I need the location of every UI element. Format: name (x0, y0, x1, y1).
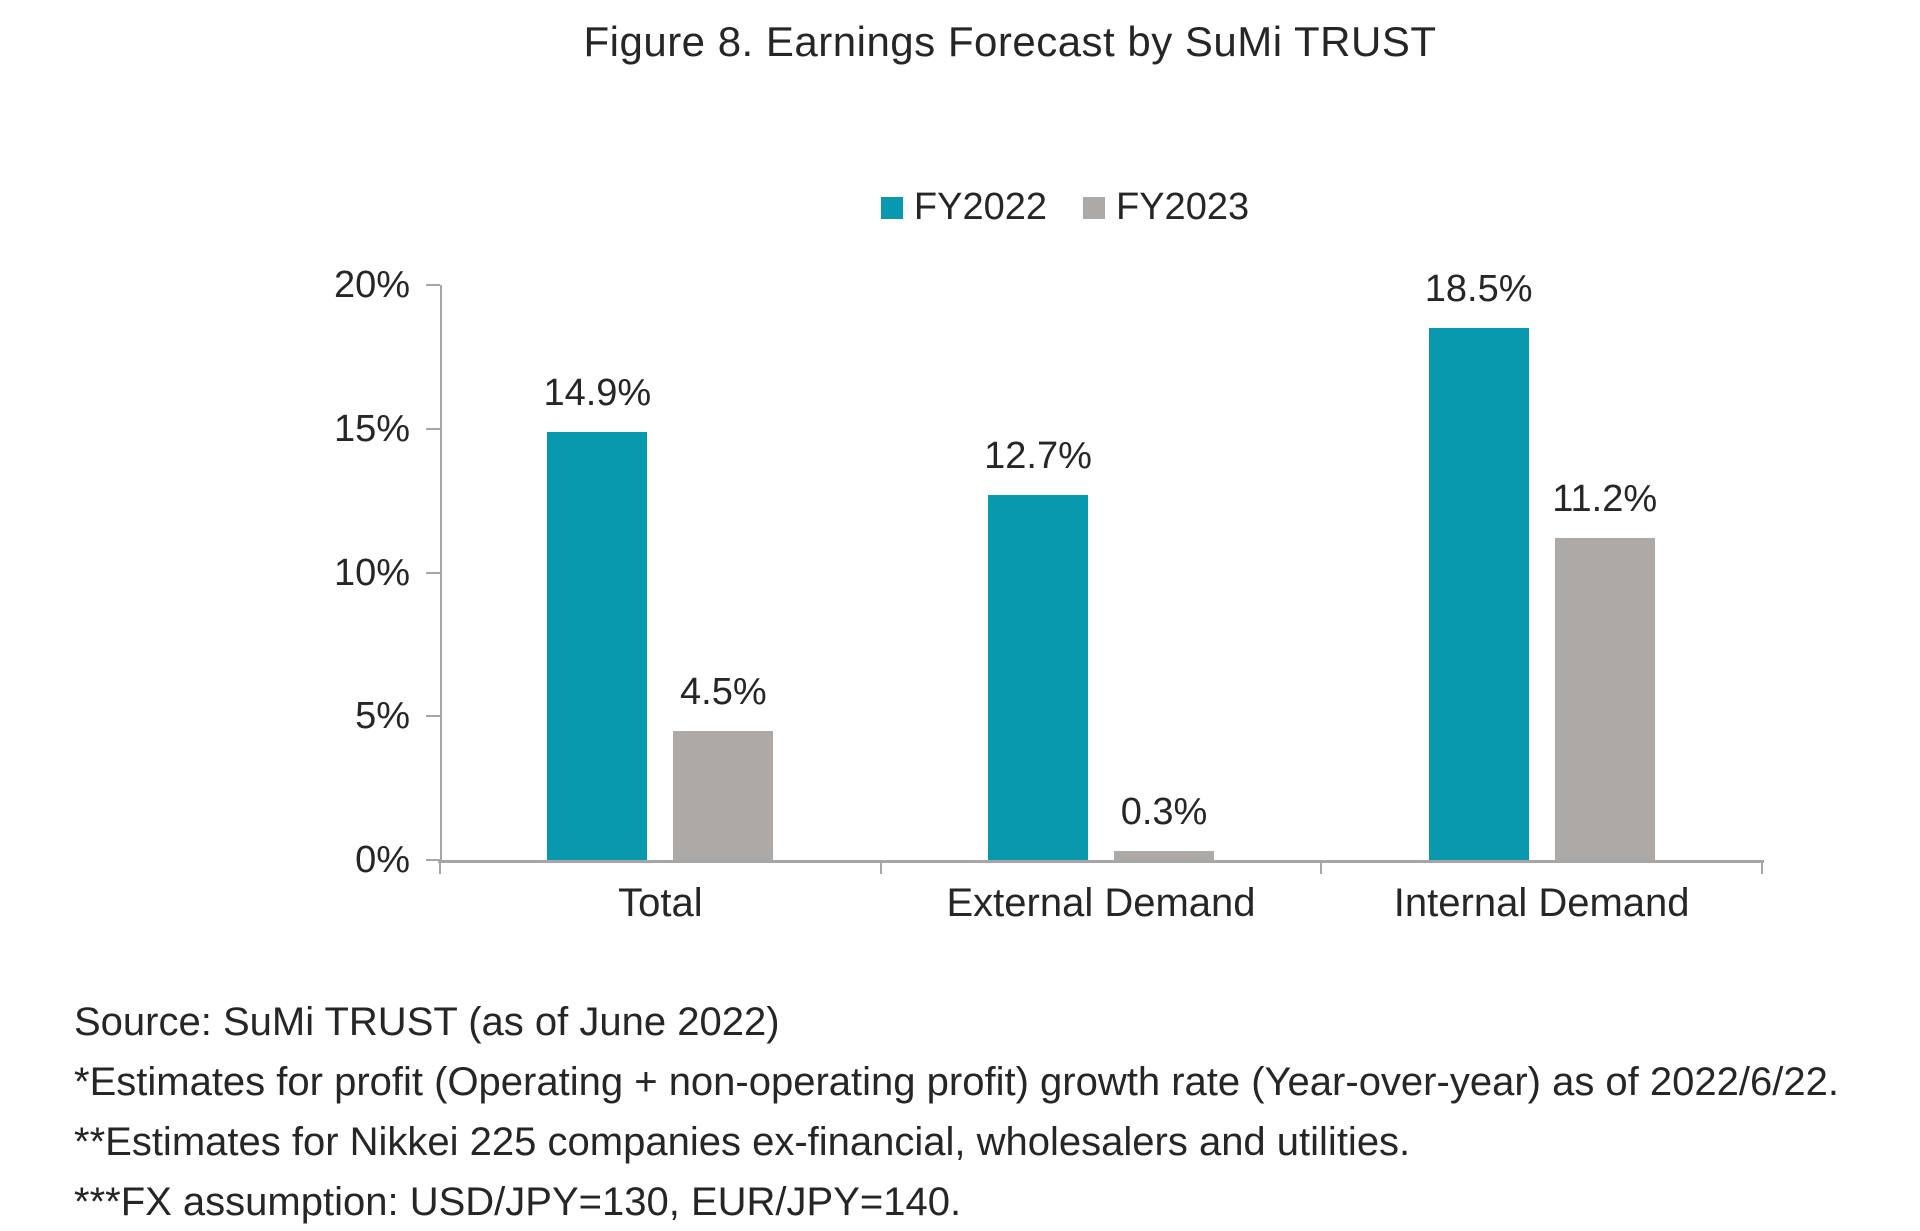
y-axis-label-5-: 5% (355, 695, 410, 738)
chart-title: Figure 8. Earnings Forecast by SuMi TRUS… (583, 18, 1437, 65)
x-axis-label-internal-demand: Internal Demand (1393, 881, 1690, 925)
y-tick-10- (426, 571, 440, 574)
y-tick-5- (426, 715, 440, 718)
x-tick-2 (1320, 860, 1323, 874)
bar-fy2023-external-demand (1114, 851, 1214, 860)
x-tick-3 (1761, 860, 1763, 874)
bar-fy2023-total (673, 730, 774, 860)
footnote-3: ***FX assumption: USD/JPY=130, EUR/JPY=1… (74, 1180, 962, 1224)
x-axis-label-external-demand: External Demand (946, 881, 1256, 925)
legend: FY2022 FY2023 (210, 186, 1920, 229)
y-axis-label-10-: 10% (333, 551, 410, 594)
value-label-fy2023-internal-demand: 11.2% (1552, 478, 1658, 520)
y-axis-label-20-: 20% (333, 264, 410, 306)
y-axis-line (440, 285, 442, 860)
x-tick-0 (439, 860, 441, 874)
value-label-fy2022-total: 14.9% (543, 371, 652, 414)
footnote-2: **Estimates for Nikkei 225 companies ex-… (74, 1120, 1411, 1164)
source-note: Source: SuMi TRUST (as of June 2022) (74, 1000, 780, 1044)
y-tick-0- (426, 859, 440, 861)
legend-item-fy2023: FY2023 (1083, 186, 1249, 229)
plot-area: 0% 5% 10% 15% 20% Total External Demand Interna… (334, 266, 1764, 924)
value-label-fy2023-external-demand: 0.3% (1120, 791, 1208, 834)
legend-label-fy2022: FY2022 (913, 186, 1047, 228)
y-tick-20- (426, 284, 440, 286)
bar-fy2022-internal-demand (1428, 328, 1529, 860)
bar-fy2022-total (547, 431, 648, 860)
x-axis-label-total: Total (618, 881, 703, 925)
footnote-1: *Estimates for profit (Operating + non-o… (74, 1060, 1839, 1104)
bar-fy2023-internal-demand (1554, 538, 1655, 860)
footnotes: Source: SuMi TRUST (as of June 2022) *Es… (74, 992, 1904, 1231)
legend-label-fy2023: FY2023 (1116, 186, 1250, 228)
value-label-fy2022-external-demand: 12.7% (984, 434, 1092, 477)
x-axis-line (438, 860, 1764, 863)
legend-swatch-fy2023-icon (1083, 196, 1105, 219)
y-axis-label-0-: 0% (355, 839, 410, 881)
x-tick-1 (879, 860, 882, 874)
y-tick-15- (426, 427, 440, 430)
legend-item-fy2022: FY2022 (880, 186, 1047, 229)
bar-fy2022-external-demand (988, 494, 1088, 860)
legend-swatch-fy2022-icon (880, 196, 903, 219)
value-label-fy2023-total: 4.5% (680, 670, 767, 713)
y-axis-label-15-: 15% (333, 407, 410, 450)
value-label-fy2022-internal-demand: 18.5% (1424, 268, 1533, 311)
